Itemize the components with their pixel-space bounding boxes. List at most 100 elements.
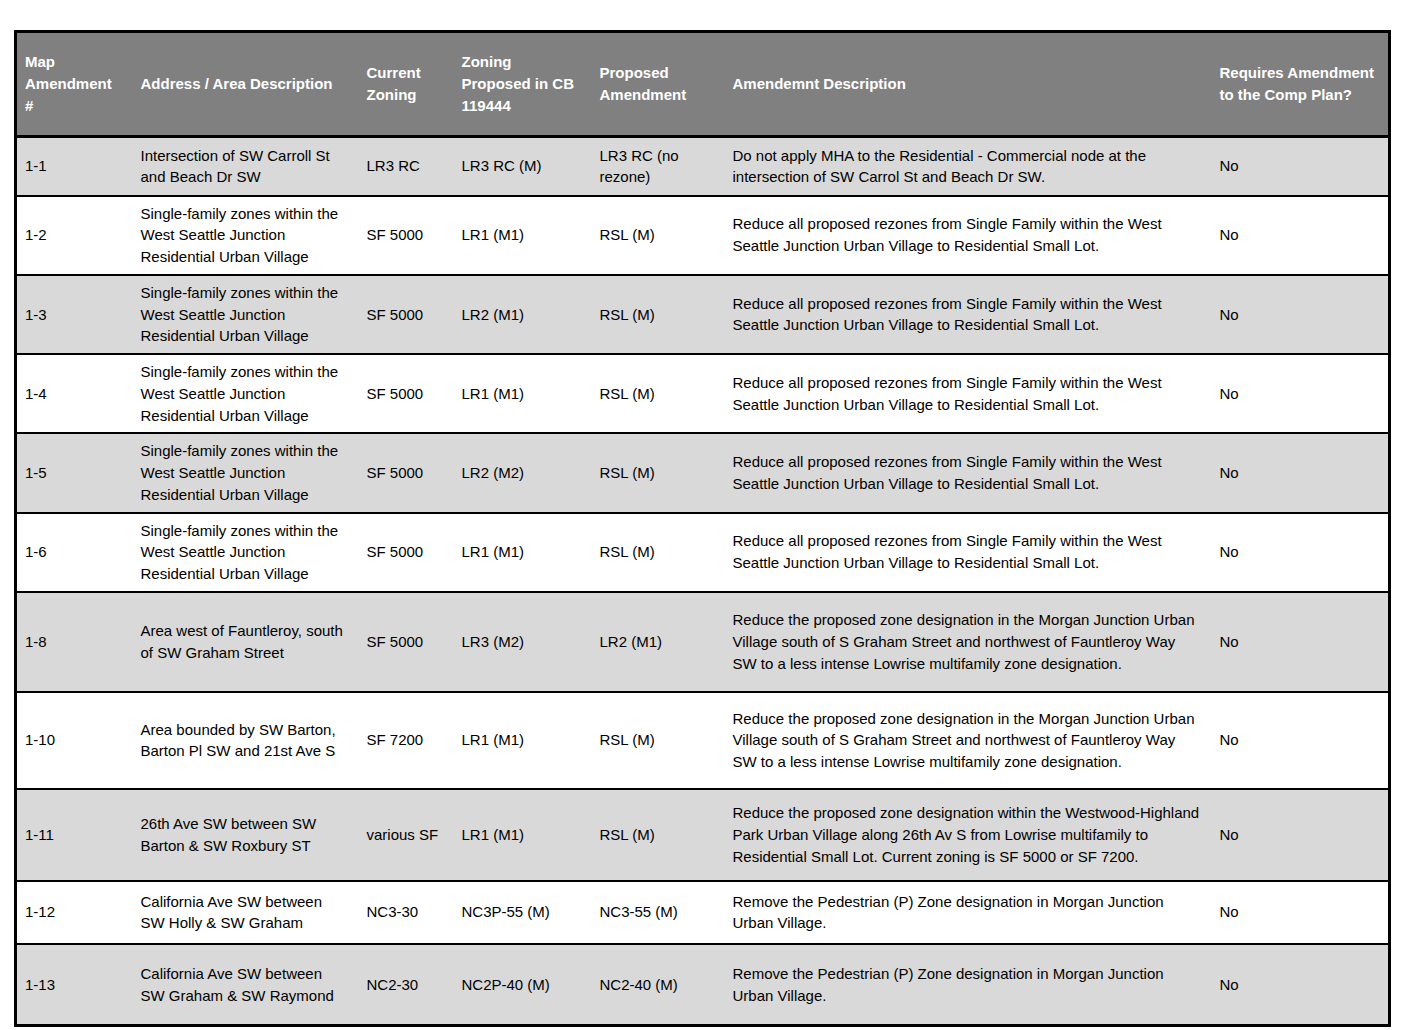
- cell-requires-comp-plan: No: [1212, 275, 1390, 354]
- cell-requires-comp-plan: No: [1212, 196, 1390, 275]
- cell-zoning-proposed: LR2 (M2): [454, 433, 592, 512]
- cell-requires-comp-plan: No: [1212, 944, 1390, 1026]
- cell-current-zoning: SF 5000: [359, 354, 454, 433]
- cell-amendment-description: Reduce all proposed rezones from Single …: [725, 354, 1212, 433]
- cell-requires-comp-plan: No: [1212, 433, 1390, 512]
- cell-address-area-description: Area bounded by SW Barton, Barton Pl SW …: [133, 692, 359, 789]
- cell-proposed-amendment: RSL (M): [592, 433, 725, 512]
- cell-map-amendment-number: 1-5: [16, 433, 133, 512]
- cell-amendment-description: Reduce all proposed rezones from Single …: [725, 275, 1212, 354]
- cell-current-zoning: various SF: [359, 789, 454, 881]
- cell-amendment-description: Reduce all proposed rezones from Single …: [725, 513, 1212, 592]
- column-header-proposed-amendment: Proposed Amendment: [592, 32, 725, 137]
- cell-amendment-description: Remove the Pedestrian (P) Zone designati…: [725, 881, 1212, 944]
- cell-requires-comp-plan: No: [1212, 592, 1390, 692]
- cell-requires-comp-plan: No: [1212, 354, 1390, 433]
- cell-zoning-proposed: NC3P-55 (M): [454, 881, 592, 944]
- cell-zoning-proposed: LR1 (M1): [454, 692, 592, 789]
- cell-map-amendment-number: 1-1: [16, 137, 133, 196]
- column-header-zoning-proposed: Zoning Proposed in CB 119444: [454, 32, 592, 137]
- cell-zoning-proposed: LR1 (M1): [454, 354, 592, 433]
- cell-map-amendment-number: 1-4: [16, 354, 133, 433]
- map-amendments-table: Map Amendment # Address / Area Descripti…: [14, 30, 1391, 1027]
- column-header-address: Address / Area Description: [133, 32, 359, 137]
- cell-map-amendment-number: 1-13: [16, 944, 133, 1026]
- amendments-table-container: Map Amendment # Address / Area Descripti…: [14, 30, 1391, 1027]
- column-header-current-zoning: Current Zoning: [359, 32, 454, 137]
- cell-zoning-proposed: LR1 (M1): [454, 196, 592, 275]
- cell-address-area-description: Single-family zones within the West Seat…: [133, 196, 359, 275]
- cell-address-area-description: Intersection of SW Carroll St and Beach …: [133, 137, 359, 196]
- cell-amendment-description: Reduce the proposed zone designation wit…: [725, 789, 1212, 881]
- cell-proposed-amendment: LR3 RC (no rezone): [592, 137, 725, 196]
- table-row: 1-12 California Ave SW between SW Holly …: [16, 881, 1390, 944]
- cell-requires-comp-plan: No: [1212, 692, 1390, 789]
- cell-amendment-description: Reduce the proposed zone designation in …: [725, 692, 1212, 789]
- table-body: 1-1 Intersection of SW Carroll St and Be…: [16, 137, 1390, 1026]
- cell-map-amendment-number: 1-11: [16, 789, 133, 881]
- cell-proposed-amendment: RSL (M): [592, 196, 725, 275]
- table-row: 1-1 Intersection of SW Carroll St and Be…: [16, 137, 1390, 196]
- cell-zoning-proposed: LR3 (M2): [454, 592, 592, 692]
- cell-map-amendment-number: 1-2: [16, 196, 133, 275]
- cell-proposed-amendment: LR2 (M1): [592, 592, 725, 692]
- cell-proposed-amendment: RSL (M): [592, 789, 725, 881]
- cell-zoning-proposed: LR1 (M1): [454, 789, 592, 881]
- cell-current-zoning: SF 5000: [359, 592, 454, 692]
- cell-amendment-description: Reduce all proposed rezones from Single …: [725, 196, 1212, 275]
- cell-requires-comp-plan: No: [1212, 137, 1390, 196]
- table-row: 1-4 Single-family zones within the West …: [16, 354, 1390, 433]
- cell-map-amendment-number: 1-10: [16, 692, 133, 789]
- cell-amendment-description: Remove the Pedestrian (P) Zone designati…: [725, 944, 1212, 1026]
- cell-current-zoning: LR3 RC: [359, 137, 454, 196]
- table-row: 1-3 Single-family zones within the West …: [16, 275, 1390, 354]
- cell-proposed-amendment: RSL (M): [592, 513, 725, 592]
- cell-amendment-description: Do not apply MHA to the Residential - Co…: [725, 137, 1212, 196]
- cell-current-zoning: SF 5000: [359, 433, 454, 512]
- cell-map-amendment-number: 1-12: [16, 881, 133, 944]
- cell-address-area-description: California Ave SW between SW Holly & SW …: [133, 881, 359, 944]
- cell-zoning-proposed: LR2 (M1): [454, 275, 592, 354]
- cell-requires-comp-plan: No: [1212, 881, 1390, 944]
- cell-zoning-proposed: NC2P-40 (M): [454, 944, 592, 1026]
- cell-proposed-amendment: NC2-40 (M): [592, 944, 725, 1026]
- cell-amendment-description: Reduce the proposed zone designation in …: [725, 592, 1212, 692]
- cell-address-area-description: Area west of Fauntleroy, south of SW Gra…: [133, 592, 359, 692]
- cell-map-amendment-number: 1-3: [16, 275, 133, 354]
- column-header-amendment-description: Amendemnt Description: [725, 32, 1212, 137]
- table-row: 1-8 Area west of Fauntleroy, south of SW…: [16, 592, 1390, 692]
- cell-address-area-description: Single-family zones within the West Seat…: [133, 275, 359, 354]
- table-row: 1-5 Single-family zones within the West …: [16, 433, 1390, 512]
- cell-proposed-amendment: NC3-55 (M): [592, 881, 725, 944]
- cell-current-zoning: SF 7200: [359, 692, 454, 789]
- cell-proposed-amendment: RSL (M): [592, 354, 725, 433]
- cell-current-zoning: SF 5000: [359, 513, 454, 592]
- cell-zoning-proposed: LR3 RC (M): [454, 137, 592, 196]
- column-header-requires-comp-plan: Requires Amendment to the Comp Plan?: [1212, 32, 1390, 137]
- cell-proposed-amendment: RSL (M): [592, 275, 725, 354]
- cell-proposed-amendment: RSL (M): [592, 692, 725, 789]
- cell-map-amendment-number: 1-6: [16, 513, 133, 592]
- header-row: Map Amendment # Address / Area Descripti…: [16, 32, 1390, 137]
- cell-current-zoning: NC2-30: [359, 944, 454, 1026]
- table-header: Map Amendment # Address / Area Descripti…: [16, 32, 1390, 137]
- table-row: 1-6 Single-family zones within the West …: [16, 513, 1390, 592]
- cell-current-zoning: SF 5000: [359, 196, 454, 275]
- cell-zoning-proposed: LR1 (M1): [454, 513, 592, 592]
- cell-address-area-description: California Ave SW between SW Graham & SW…: [133, 944, 359, 1026]
- table-row: 1-13 California Ave SW between SW Graham…: [16, 944, 1390, 1026]
- table-row: 1-10 Area bounded by SW Barton, Barton P…: [16, 692, 1390, 789]
- cell-requires-comp-plan: No: [1212, 789, 1390, 881]
- cell-current-zoning: NC3-30: [359, 881, 454, 944]
- table-row: 1-11 26th Ave SW between SW Barton & SW …: [16, 789, 1390, 881]
- cell-address-area-description: Single-family zones within the West Seat…: [133, 433, 359, 512]
- cell-map-amendment-number: 1-8: [16, 592, 133, 692]
- cell-current-zoning: SF 5000: [359, 275, 454, 354]
- table-row: 1-2 Single-family zones within the West …: [16, 196, 1390, 275]
- cell-amendment-description: Reduce all proposed rezones from Single …: [725, 433, 1212, 512]
- cell-requires-comp-plan: No: [1212, 513, 1390, 592]
- column-header-map-amendment: Map Amendment #: [16, 32, 133, 137]
- cell-address-area-description: 26th Ave SW between SW Barton & SW Roxbu…: [133, 789, 359, 881]
- cell-address-area-description: Single-family zones within the West Seat…: [133, 354, 359, 433]
- cell-address-area-description: Single-family zones within the West Seat…: [133, 513, 359, 592]
